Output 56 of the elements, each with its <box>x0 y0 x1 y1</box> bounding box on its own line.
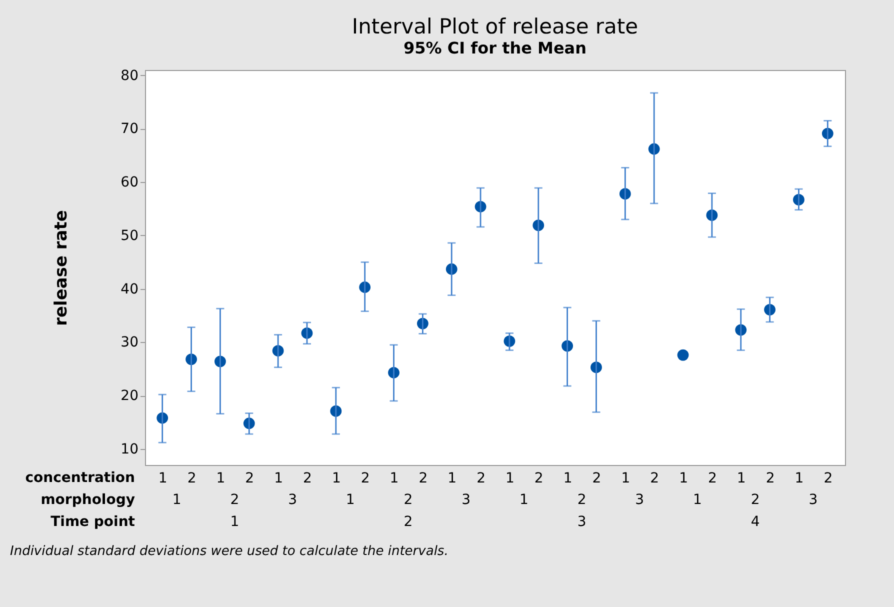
x-tick-label: 2 <box>187 470 196 486</box>
y-tick-label: 80 <box>120 68 138 84</box>
text: 1 <box>519 492 528 508</box>
x-tick-label: 2 <box>766 470 775 486</box>
x-tick-label: 2 <box>534 470 544 486</box>
x-tick-label: 2 <box>824 470 833 486</box>
x-tick-label: 2 <box>650 470 660 486</box>
y-tick-label: 40 <box>120 281 138 298</box>
text: 4 <box>750 514 760 530</box>
x-tick-label: 1 <box>390 470 399 486</box>
text: 3 <box>288 492 297 508</box>
text: 3 <box>808 492 818 508</box>
x-tick-label: 2 <box>476 470 486 486</box>
x-tick-label: 2 <box>360 470 370 486</box>
y-axis-title: release rate <box>52 210 72 326</box>
text: 2 <box>750 492 760 508</box>
chart-title: Interval Plot of release rate <box>352 14 638 38</box>
point <box>677 349 689 361</box>
text: Individual standard deviations were used to calculate the intervals. <box>10 544 448 559</box>
text: 1 <box>172 492 182 508</box>
text: morphology <box>40 492 135 508</box>
y-tick-label: 20 <box>120 388 138 404</box>
text: 2 <box>577 492 586 508</box>
text: 2 <box>404 492 413 508</box>
x-tick-label: 2 <box>303 470 312 486</box>
x-tick-label: 1 <box>794 470 804 486</box>
x-tick-label: 1 <box>332 470 341 486</box>
y-tick-label: 70 <box>120 121 138 138</box>
y-tick-label: 30 <box>120 334 138 351</box>
x-tick-label: 1 <box>563 470 572 486</box>
text: 2 <box>230 492 240 508</box>
x-tick-label: 1 <box>158 470 168 486</box>
x-tick-label: 1 <box>506 470 514 486</box>
text: concentration <box>25 470 135 486</box>
x-tick-label: 1 <box>736 470 746 486</box>
text: 1 <box>346 492 355 508</box>
x-tick-label: 1 <box>448 470 457 486</box>
y-tick-label: 50 <box>120 228 138 244</box>
text: 1 <box>230 514 240 530</box>
text: Time point <box>50 514 136 530</box>
text: 2 <box>404 514 413 530</box>
text: 1 <box>693 492 702 508</box>
x-tick-label: 1 <box>679 470 688 486</box>
x-tick-label: 2 <box>592 470 602 486</box>
x-tick-label: 1 <box>274 470 284 486</box>
x-tick-label: 1 <box>216 470 226 486</box>
x-tick-label: 2 <box>245 470 254 486</box>
y-tick-label: 60 <box>120 174 138 191</box>
text: 3 <box>635 492 644 508</box>
x-tick-label: 2 <box>708 470 717 486</box>
chart-subtitle: 95% CI for the Mean <box>404 38 586 58</box>
text: 3 <box>462 492 471 508</box>
text: 3 <box>577 514 586 530</box>
y-tick-label: 10 <box>120 441 138 458</box>
x-tick-label: 1 <box>621 470 630 486</box>
x-tick-label: 2 <box>418 470 428 486</box>
